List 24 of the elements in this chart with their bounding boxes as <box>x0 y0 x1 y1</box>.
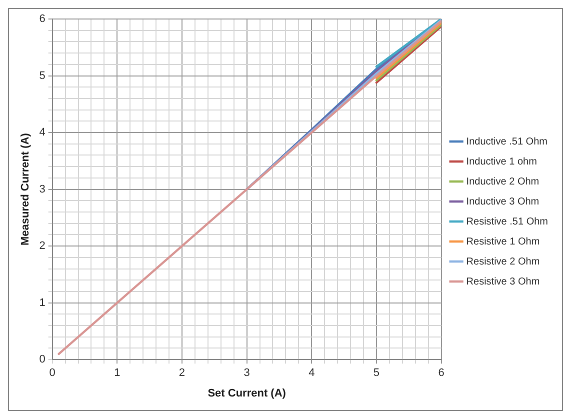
x-tick-label: 1 <box>114 367 120 380</box>
y-tick-label: 6 <box>39 13 46 26</box>
y-tick-label: 2 <box>39 240 46 252</box>
y-tick-label: 5 <box>39 70 46 82</box>
legend-label: Inductive 1 ohm <box>466 156 537 168</box>
y-axis-title: Measured Current (A) <box>20 132 32 246</box>
x-tick-label: 0 <box>49 367 56 380</box>
y-tick-label: 4 <box>39 126 46 139</box>
legend-label: Resistive 1 Ohm <box>466 236 540 248</box>
x-tick-label: 5 <box>373 367 380 380</box>
y-tick-label: 1 <box>39 296 46 309</box>
legend-label: Inductive .51 Ohm <box>466 136 548 148</box>
x-tick-label: 6 <box>438 367 444 380</box>
y-tick-label: 0 <box>39 354 46 366</box>
legend-label: Resistive 3 Ohm <box>466 276 540 288</box>
legend-label: Inductive 3 Ohm <box>466 196 540 208</box>
y-tick-label: 3 <box>39 183 46 196</box>
legend-label: Inductive 2 Ohm <box>466 176 540 188</box>
x-tick-label: 3 <box>244 367 250 380</box>
x-axis-title: Set Current (A) <box>208 387 286 400</box>
x-tick-label: 2 <box>178 367 186 380</box>
legend-label: Resistive .51 Ohm <box>466 216 548 228</box>
legend-label: Resistive 2 Ohm <box>466 256 540 268</box>
x-tick-label: 4 <box>308 367 315 380</box>
